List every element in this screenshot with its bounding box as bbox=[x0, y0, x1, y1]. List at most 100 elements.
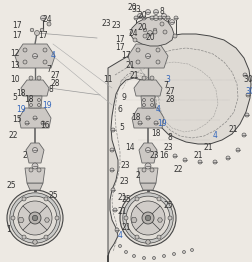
Circle shape bbox=[110, 148, 114, 152]
Text: 23: 23 bbox=[101, 19, 110, 28]
Circle shape bbox=[134, 16, 137, 20]
Polygon shape bbox=[108, 34, 250, 262]
Circle shape bbox=[156, 197, 160, 201]
Circle shape bbox=[145, 53, 150, 58]
Text: 23: 23 bbox=[111, 21, 120, 30]
Circle shape bbox=[23, 48, 27, 52]
Text: 21: 21 bbox=[125, 62, 134, 70]
Circle shape bbox=[137, 121, 141, 125]
Text: 25: 25 bbox=[48, 192, 58, 200]
Text: 4: 4 bbox=[117, 231, 122, 239]
Polygon shape bbox=[25, 168, 45, 183]
Circle shape bbox=[43, 48, 47, 52]
Circle shape bbox=[123, 216, 128, 220]
Circle shape bbox=[37, 76, 41, 80]
Circle shape bbox=[136, 60, 139, 64]
Text: 24: 24 bbox=[42, 15, 52, 25]
Text: 23: 23 bbox=[120, 161, 129, 170]
Text: 28: 28 bbox=[50, 79, 59, 88]
Circle shape bbox=[43, 60, 47, 64]
Circle shape bbox=[141, 16, 145, 20]
Text: 4: 4 bbox=[212, 130, 216, 139]
Text: 30: 30 bbox=[244, 88, 252, 96]
Text: 9: 9 bbox=[121, 94, 126, 102]
Text: 20: 20 bbox=[145, 34, 154, 42]
Text: 19: 19 bbox=[42, 101, 52, 111]
Circle shape bbox=[135, 235, 138, 239]
Circle shape bbox=[22, 197, 26, 201]
Text: 7: 7 bbox=[163, 81, 168, 90]
Polygon shape bbox=[137, 168, 158, 183]
Circle shape bbox=[141, 76, 145, 80]
Circle shape bbox=[29, 76, 33, 80]
Circle shape bbox=[124, 250, 127, 254]
Circle shape bbox=[169, 19, 174, 25]
Text: 30: 30 bbox=[242, 75, 252, 85]
Circle shape bbox=[111, 128, 115, 132]
Polygon shape bbox=[134, 80, 161, 96]
Circle shape bbox=[115, 228, 118, 232]
Circle shape bbox=[118, 244, 121, 248]
Polygon shape bbox=[131, 217, 137, 223]
Text: 28: 28 bbox=[165, 96, 174, 105]
Text: 23: 23 bbox=[149, 150, 158, 160]
Text: 21: 21 bbox=[117, 208, 126, 216]
Circle shape bbox=[141, 212, 153, 224]
Circle shape bbox=[44, 235, 48, 239]
Circle shape bbox=[136, 48, 139, 52]
Circle shape bbox=[173, 16, 177, 20]
Circle shape bbox=[244, 113, 248, 117]
Text: 19: 19 bbox=[156, 118, 166, 128]
Text: 21: 21 bbox=[129, 72, 138, 80]
Text: 8: 8 bbox=[48, 85, 53, 95]
Circle shape bbox=[165, 16, 169, 20]
Text: 19: 19 bbox=[16, 106, 26, 114]
Circle shape bbox=[144, 163, 150, 169]
Text: 11: 11 bbox=[103, 75, 112, 85]
Circle shape bbox=[172, 154, 176, 158]
Circle shape bbox=[159, 22, 163, 26]
Circle shape bbox=[11, 216, 15, 220]
Circle shape bbox=[32, 215, 38, 221]
Circle shape bbox=[182, 250, 185, 254]
Circle shape bbox=[152, 256, 155, 259]
Circle shape bbox=[29, 168, 33, 172]
Text: 17: 17 bbox=[121, 52, 130, 61]
Circle shape bbox=[23, 60, 27, 64]
Circle shape bbox=[40, 28, 44, 32]
Text: 2: 2 bbox=[135, 172, 140, 181]
Circle shape bbox=[145, 148, 150, 152]
Circle shape bbox=[137, 14, 142, 19]
Circle shape bbox=[156, 235, 160, 239]
Circle shape bbox=[143, 28, 146, 32]
Text: 3: 3 bbox=[165, 75, 170, 85]
Text: 4: 4 bbox=[155, 106, 160, 114]
Text: 5: 5 bbox=[13, 94, 17, 102]
Circle shape bbox=[13, 196, 57, 240]
Text: 1: 1 bbox=[7, 226, 11, 234]
Text: 17: 17 bbox=[115, 35, 124, 45]
Circle shape bbox=[32, 163, 38, 169]
Text: 24: 24 bbox=[128, 29, 137, 37]
Text: 6: 6 bbox=[117, 106, 122, 114]
Polygon shape bbox=[32, 240, 37, 244]
Circle shape bbox=[161, 14, 166, 19]
Circle shape bbox=[142, 103, 145, 106]
Circle shape bbox=[7, 190, 63, 246]
Circle shape bbox=[119, 190, 175, 246]
Text: 5: 5 bbox=[119, 123, 124, 133]
Text: 27: 27 bbox=[50, 72, 59, 80]
Circle shape bbox=[32, 53, 37, 58]
Polygon shape bbox=[128, 44, 167, 68]
Text: 20: 20 bbox=[137, 12, 146, 20]
Circle shape bbox=[155, 60, 159, 64]
Circle shape bbox=[47, 22, 51, 26]
Text: 18: 18 bbox=[24, 96, 34, 105]
Circle shape bbox=[141, 168, 145, 172]
Text: 23: 23 bbox=[163, 144, 172, 152]
Text: 7: 7 bbox=[46, 66, 51, 74]
Circle shape bbox=[167, 216, 171, 220]
Text: 33: 33 bbox=[131, 6, 140, 14]
Text: 13: 13 bbox=[10, 62, 20, 70]
Circle shape bbox=[22, 235, 26, 239]
